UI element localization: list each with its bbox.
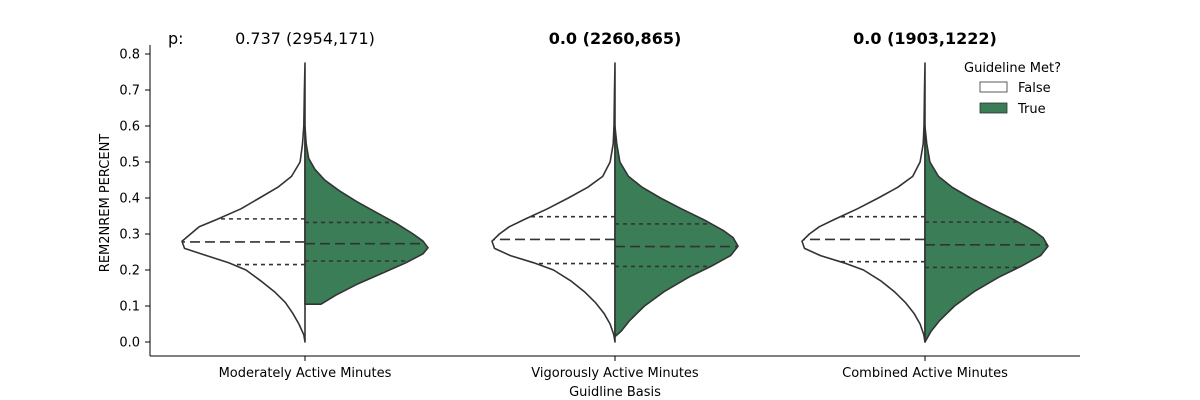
y-axis-label: REM2NREM PERCENT bbox=[98, 134, 113, 273]
legend-swatch-false bbox=[979, 81, 1008, 93]
x-tick-label: Combined Active Minutes bbox=[842, 366, 1008, 381]
legend-title: Guideline Met? bbox=[964, 61, 1061, 76]
y-tick-label: 0.4 bbox=[119, 192, 140, 207]
violin-false-half bbox=[801, 62, 926, 343]
y-tick-label: 0.5 bbox=[119, 156, 140, 171]
violin-false-half bbox=[491, 62, 616, 343]
legend: Guideline Met? False True bbox=[964, 61, 1061, 117]
quartile-lines-layer bbox=[182, 215, 1048, 269]
y-tick-label: 0.3 bbox=[119, 228, 140, 243]
x-tick-label: Vigorously Active Minutes bbox=[531, 366, 699, 381]
violin-false-half bbox=[181, 62, 306, 343]
legend-label-false: False bbox=[1018, 81, 1051, 96]
p-values: 0.737 (2954,171) 0.0 (2260,865) 0.0 (1903,… bbox=[235, 29, 997, 48]
legend-swatch-true bbox=[979, 102, 1008, 114]
x-axis-label: Guidline Basis bbox=[569, 385, 661, 400]
y-tick-label: 0.1 bbox=[119, 300, 140, 315]
violin-true-half bbox=[614, 125, 739, 338]
y-tick-label: 0.7 bbox=[119, 84, 140, 99]
p-value-label: 0.0 (2260,865) bbox=[549, 29, 682, 48]
y-tick-label: 0.0 bbox=[119, 336, 140, 351]
x-tick-label: Moderately Active Minutes bbox=[219, 366, 392, 381]
y-tick-label: 0.8 bbox=[119, 48, 140, 63]
legend-label-true: True bbox=[1017, 102, 1046, 117]
p-value-label: 0.737 (2954,171) bbox=[235, 29, 375, 48]
y-ticks: 0.0 0.1 0.2 0.3 0.4 0.5 0.6 0.7 0.8 bbox=[119, 48, 150, 351]
x-ticks: Moderately Active Minutes Vigorously Acti… bbox=[219, 356, 1008, 381]
p-prefix: p: bbox=[168, 29, 184, 48]
y-tick-label: 0.6 bbox=[119, 120, 140, 135]
p-value-label: 0.0 (1903,1222) bbox=[853, 29, 997, 48]
violins-layer bbox=[181, 62, 1049, 343]
y-tick-label: 0.2 bbox=[119, 264, 140, 279]
violin-true-half bbox=[304, 125, 429, 305]
violin-true-half bbox=[924, 125, 1049, 343]
